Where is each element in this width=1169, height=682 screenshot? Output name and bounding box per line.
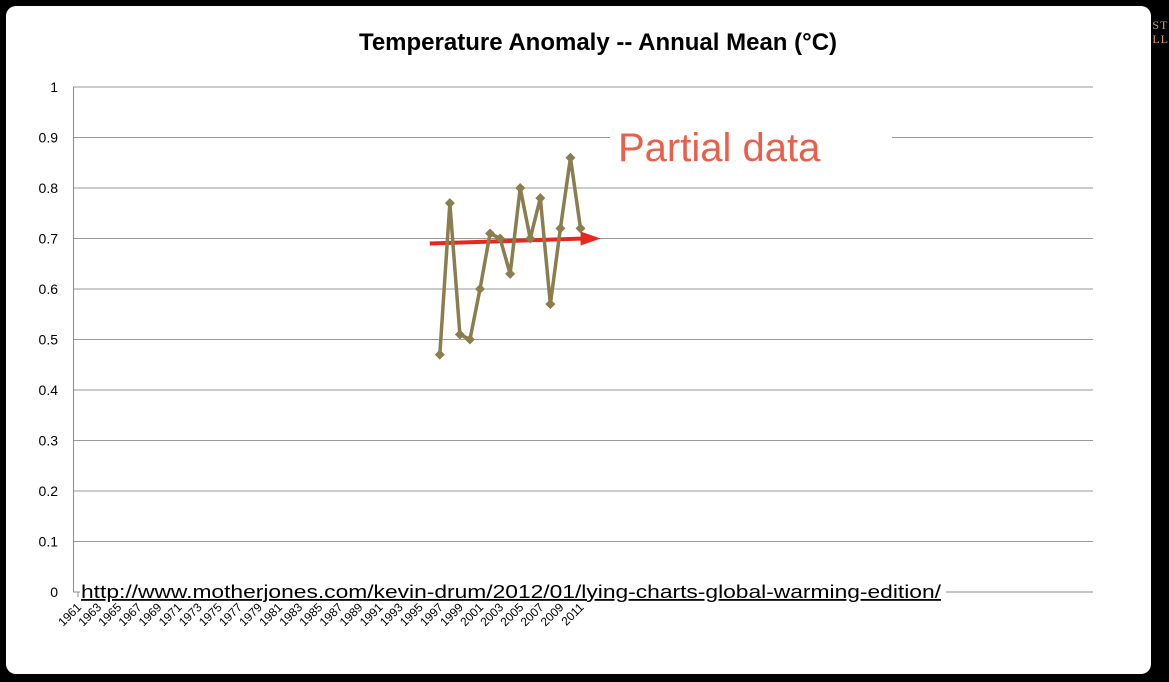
- y-tick-label: 1: [50, 79, 58, 95]
- data-point: [565, 152, 576, 163]
- x-tick-label: 2011: [558, 600, 586, 628]
- data-point: [485, 228, 496, 239]
- y-tick-label: 0.3: [39, 433, 59, 449]
- source-url-link[interactable]: http://www.motherjones.com/kevin-drum/20…: [81, 582, 941, 602]
- data-point: [454, 329, 465, 340]
- y-tick-label: 0: [50, 584, 58, 600]
- y-tick-label: 0.2: [39, 483, 59, 499]
- y-tick-label: 0.4: [39, 382, 59, 398]
- chart: 00.10.20.30.40.50.60.70.80.91 1961196319…: [39, 29, 1093, 629]
- y-tick-label: 0.8: [39, 180, 59, 196]
- corner-text-line-2: LL: [1152, 32, 1169, 46]
- data-point: [575, 223, 586, 234]
- source-url-background: [80, 582, 946, 602]
- data-point: [475, 284, 485, 294]
- y-tick-label: 0.1: [39, 534, 59, 550]
- chart-panel: 0 0.1 0.2 0.3 0.4 0.5 0.6 0.7 0.8 0.9 1 1961 1963 19…: [6, 6, 1151, 674]
- data-point: [464, 334, 475, 345]
- data-point: [545, 299, 556, 310]
- corner-text: ST LL: [1152, 18, 1169, 46]
- data-point: [555, 223, 566, 234]
- corner-text-line-1: ST: [1152, 18, 1169, 32]
- data-point: [515, 183, 526, 193]
- y-tick-label: 0.7: [39, 231, 59, 247]
- data-point: [495, 233, 506, 244]
- trend-arrow-head: [580, 231, 601, 246]
- y-tick-label: 0.5: [39, 332, 59, 348]
- data-point: [505, 268, 516, 279]
- series-line: [438, 155, 583, 355]
- data-point: [444, 198, 455, 209]
- data-point: [434, 349, 445, 360]
- data-point: [525, 233, 536, 244]
- chart-title: Temperature Anomaly -- Annual Mean (°C): [359, 29, 837, 56]
- data-point: [535, 193, 546, 204]
- annotation-partial-data: Partial data: [618, 126, 821, 170]
- y-tick-label: 0.9: [39, 130, 59, 146]
- annotation-background: [610, 118, 892, 170]
- y-tick-label: 0.6: [39, 281, 59, 297]
